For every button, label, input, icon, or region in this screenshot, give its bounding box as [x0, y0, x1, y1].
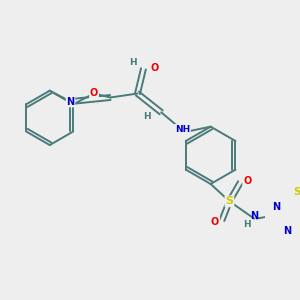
Text: O: O: [90, 88, 98, 98]
Text: N: N: [66, 97, 74, 106]
Text: H: H: [243, 220, 250, 229]
Text: H: H: [144, 112, 151, 121]
Text: O: O: [150, 63, 158, 73]
Text: S: S: [293, 188, 300, 197]
Text: N: N: [272, 202, 280, 212]
Text: N: N: [250, 211, 259, 220]
Text: O: O: [211, 217, 219, 227]
Text: NH: NH: [175, 124, 190, 134]
Text: N: N: [283, 226, 291, 236]
Text: H: H: [129, 58, 136, 68]
Text: S: S: [225, 196, 233, 206]
Text: O: O: [243, 176, 251, 185]
